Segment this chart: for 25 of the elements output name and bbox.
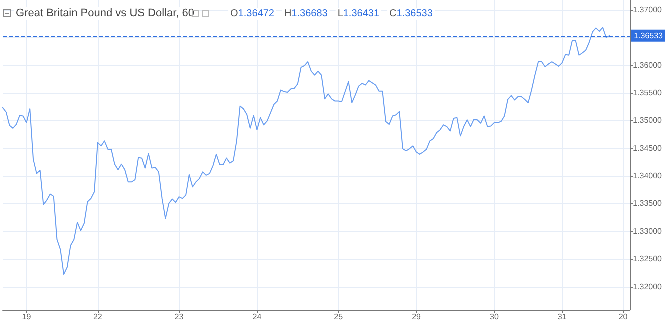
y-tick-label: 1.35500	[633, 88, 663, 98]
x-tick-label: 31	[558, 312, 568, 322]
y-tick-label: 1.32500	[633, 254, 663, 264]
annotation: O1.36472	[230, 8, 275, 20]
y-tick-label: 1.36000	[633, 60, 663, 70]
y-tick-label: 1.32000	[633, 282, 663, 292]
line-series	[2, 27, 610, 276]
y-tick-label: 1.37000	[633, 5, 663, 14]
y-tick-label: 1.35000	[633, 116, 663, 126]
annotation: H1.36683	[284, 8, 328, 20]
x-tick-label: 24	[252, 312, 262, 322]
annotation: L1.36431	[338, 8, 380, 20]
x-tick-label: 25	[334, 312, 344, 322]
y-tick-label: 1.34500	[633, 144, 663, 153]
x-tick-label: 20	[618, 312, 628, 322]
x-tick-label: 22	[93, 312, 103, 322]
x-tick-label: 23	[174, 312, 184, 322]
ref-line-label: 1.36533	[634, 31, 664, 40]
x-tick-label: 19	[22, 312, 32, 322]
x-tick-label: 29	[412, 312, 422, 322]
y-tick-label: 1.33000	[633, 226, 663, 236]
y-tick-label: 1.34000	[633, 172, 663, 181]
annotation: C1.36533	[390, 8, 434, 20]
y-tick-label: 1.33500	[633, 199, 663, 208]
x-tick-label: 30	[490, 312, 500, 322]
